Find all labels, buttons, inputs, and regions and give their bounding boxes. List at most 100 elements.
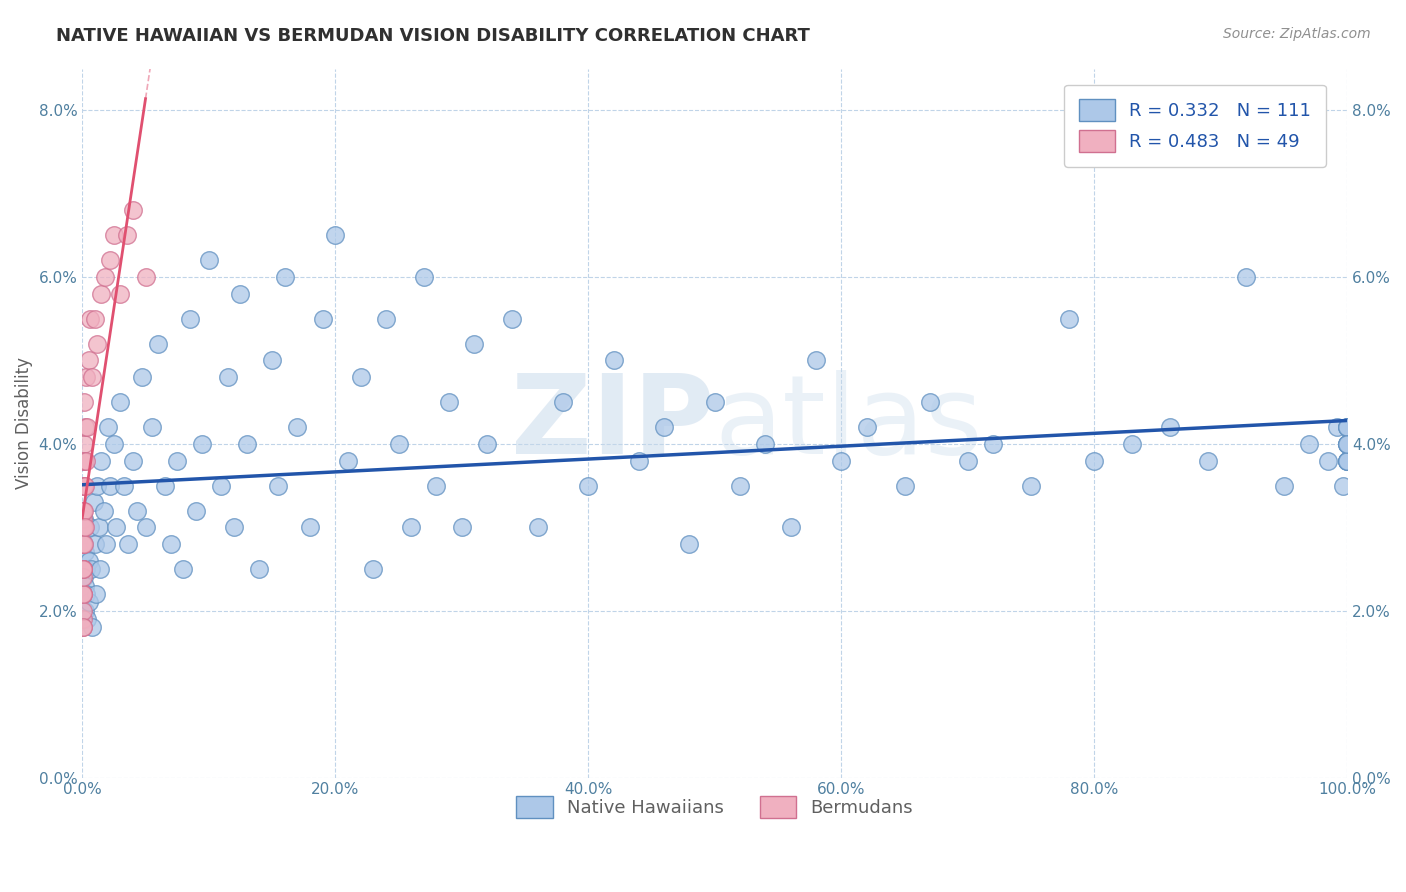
Point [90,286,112,301]
Point [72,520,94,534]
Point [501,311,523,326]
Point [273,270,295,285]
Point [1197,453,1219,467]
Point [73,579,96,593]
Point [1159,420,1181,434]
Point [122,203,145,218]
Point [75,453,97,467]
Point [551,395,574,409]
Point [82,620,104,634]
Point [73,520,96,534]
Point [323,228,346,243]
Point [84,311,107,326]
Point [73,395,96,409]
Text: Source: ZipAtlas.com: Source: ZipAtlas.com [1223,27,1371,41]
Point [437,395,460,409]
Point [131,370,153,384]
Text: NATIVE HAWAIIAN VS BERMUDAN VISION DISABILITY CORRELATION CHART: NATIVE HAWAIIAN VS BERMUDAN VISION DISAB… [56,27,810,45]
Point [72,520,94,534]
Point [76,420,98,434]
Point [72,562,94,576]
Point [336,453,359,467]
Point [122,453,145,467]
Point [981,437,1004,451]
Point [117,537,139,551]
Point [110,395,132,409]
Point [72,537,94,551]
Point [73,604,96,618]
Point [267,478,290,492]
Point [72,478,94,492]
Point [197,253,219,268]
Point [72,570,94,584]
Point [72,520,94,534]
Point [918,395,941,409]
Point [98,253,121,268]
Point [94,270,117,285]
Point [72,562,94,576]
Point [1336,420,1358,434]
Point [73,453,96,467]
Point [1336,437,1358,451]
Point [72,562,94,576]
Legend: Native Hawaiians, Bermudans: Native Hawaiians, Bermudans [509,789,921,825]
Point [361,562,384,576]
Point [90,453,112,467]
Point [475,437,498,451]
Point [374,311,396,326]
Point [72,612,94,626]
Point [77,554,100,568]
Point [425,478,447,492]
Point [97,420,120,434]
Point [186,503,208,517]
Point [72,587,94,601]
Point [804,353,827,368]
Point [135,270,157,285]
Point [75,370,97,384]
Text: ZIP: ZIP [512,369,714,476]
Point [956,453,979,467]
Point [72,503,94,517]
Point [75,587,97,601]
Point [1336,453,1358,467]
Point [779,520,801,534]
Point [830,453,852,467]
Point [72,620,94,634]
Point [72,512,94,526]
Point [166,453,188,467]
Point [72,503,94,517]
Point [602,353,624,368]
Point [754,437,776,451]
Point [179,311,201,326]
Point [72,537,94,551]
Text: atlas: atlas [714,369,983,476]
Point [103,437,125,451]
Point [89,562,111,576]
Point [87,520,110,534]
Point [77,595,100,609]
Point [222,520,245,534]
Point [72,537,94,551]
Point [93,503,115,517]
Point [463,336,485,351]
Point [217,370,239,384]
Point [72,604,94,618]
Point [235,437,257,451]
Point [160,537,183,551]
Point [84,537,107,551]
Point [678,537,700,551]
Point [72,453,94,467]
Point [1057,311,1080,326]
Point [260,353,283,368]
Point [576,478,599,492]
Point [79,311,101,326]
Point [855,420,877,434]
Point [86,478,108,492]
Point [311,311,333,326]
Point [1336,437,1358,451]
Point [412,270,434,285]
Point [1336,420,1358,434]
Point [1336,453,1358,467]
Point [652,420,675,434]
Point [526,520,548,534]
